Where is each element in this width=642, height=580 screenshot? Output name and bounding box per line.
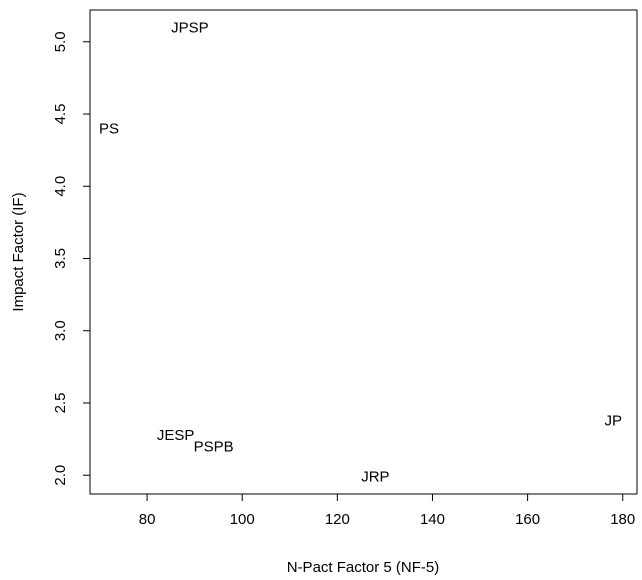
x-tick-label: 100 xyxy=(230,511,255,528)
data-point: JP xyxy=(604,412,622,429)
plot-frame xyxy=(89,9,638,495)
y-tick-label: 2.5 xyxy=(52,393,69,414)
y-tick-label: 4.5 xyxy=(52,104,69,125)
x-tick-label: 140 xyxy=(420,511,445,528)
y-tick-label: 3.0 xyxy=(52,320,69,341)
y-axis-title: Impact Factor (IF) xyxy=(10,192,27,311)
x-tick-label: 160 xyxy=(515,511,540,528)
y-tick-label: 4.0 xyxy=(52,176,69,197)
data-point: PSPB xyxy=(194,438,234,455)
y-tick-label: 2.0 xyxy=(52,465,69,486)
y-axis: 2.0 2.5 3.0 3.5 4.0 4.5 5.0 xyxy=(52,31,91,486)
x-tick-label: 120 xyxy=(325,511,350,528)
x-tick-label: 80 xyxy=(139,511,156,528)
data-point: JESP xyxy=(157,427,195,444)
y-tick-label: 5.0 xyxy=(52,31,69,52)
x-axis-title: N-Pact Factor 5 (NF-5) xyxy=(287,559,440,576)
x-axis: 80 100 120 140 160 180 xyxy=(139,493,635,528)
data-point: JRP xyxy=(361,469,389,486)
data-point: PS xyxy=(99,120,119,137)
y-tick-label: 3.5 xyxy=(52,248,69,269)
data-point: JPSP xyxy=(171,19,209,36)
x-tick-label: 180 xyxy=(610,511,635,528)
